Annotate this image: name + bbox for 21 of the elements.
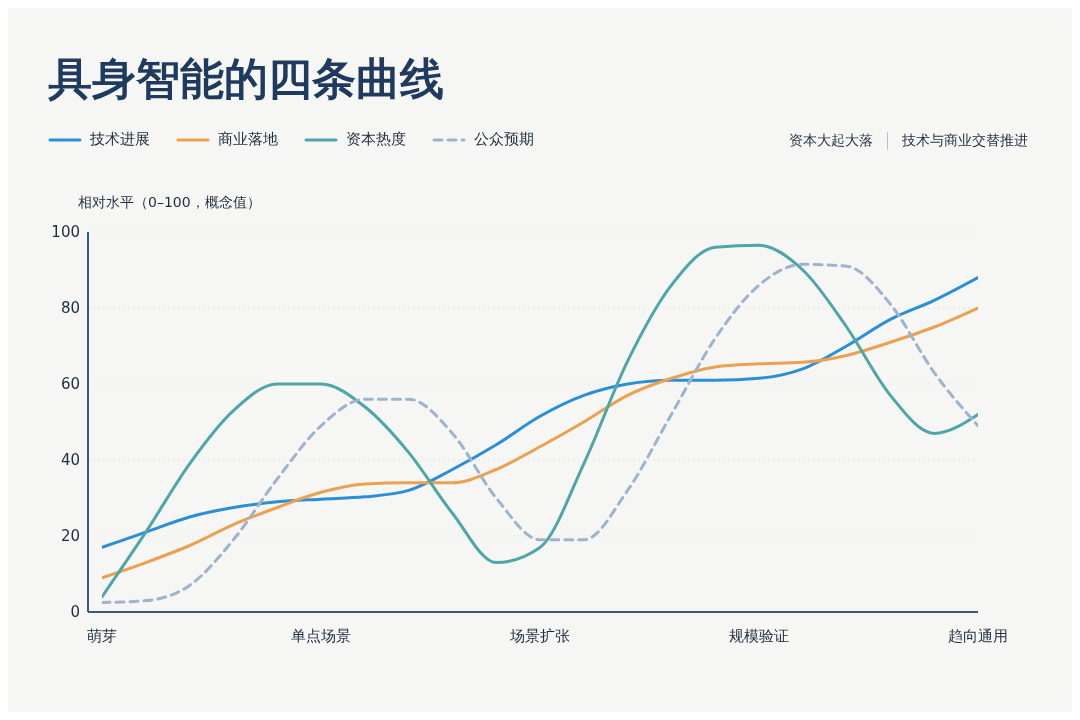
y-tick-label: 20	[60, 527, 80, 546]
legend-label: 公众预期	[474, 130, 534, 149]
x-tick-label: 趋向通用	[948, 626, 1008, 645]
y-tick-label: 100	[51, 223, 80, 242]
legend-label: 技术进展	[90, 130, 150, 149]
y-tick-label: 60	[60, 375, 80, 394]
legend-label: 商业落地	[218, 130, 278, 149]
text: 资本大起大落	[788, 132, 874, 150]
x-tick-label: 场景扩张	[509, 626, 570, 645]
x-tick-label: 规模验证	[729, 626, 789, 645]
text: 技术与商业交替推进	[887, 132, 1042, 150]
x-tick-label: 萌芽	[87, 626, 117, 645]
x-tick-label: 单点场景	[291, 626, 351, 645]
y-tick-label: 80	[60, 299, 80, 318]
line-series	[102, 306, 978, 580]
line-series	[102, 276, 978, 549]
y-tick-label: 40	[60, 451, 80, 470]
y-axis-title: 相对水平（0–100，概念值）	[78, 194, 261, 212]
y-tick-label: 0	[70, 603, 80, 622]
legend-label: 资本热度	[346, 130, 406, 149]
chart-title: 具身智能的四条曲线	[48, 52, 444, 106]
